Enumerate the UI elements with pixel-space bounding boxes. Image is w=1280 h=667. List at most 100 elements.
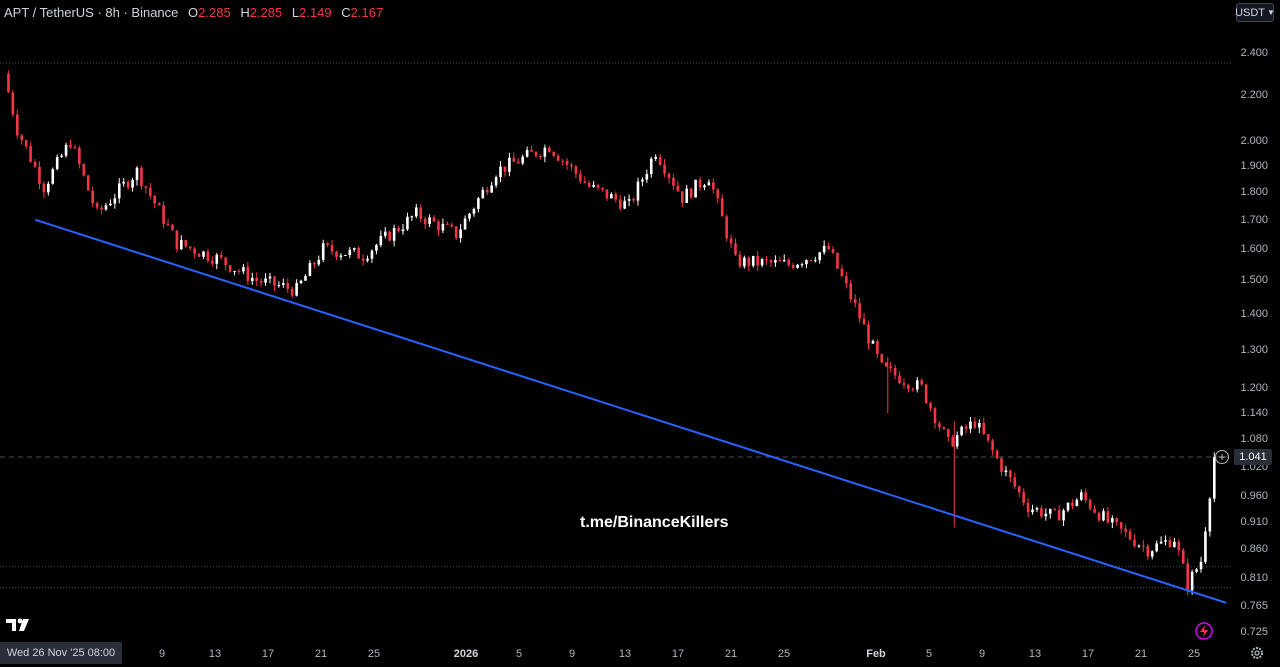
candle-body <box>197 253 201 257</box>
candle-body <box>454 226 458 238</box>
candle-body <box>344 254 347 256</box>
candle-body <box>641 179 644 182</box>
price-tick-label: 1.600 <box>1240 243 1268 256</box>
candle-body <box>317 259 321 265</box>
plus-icon[interactable]: + <box>1215 450 1229 464</box>
candle-body <box>884 362 888 367</box>
candle-body <box>277 284 281 286</box>
candle-body <box>942 427 946 430</box>
candle-body <box>463 218 467 230</box>
candle-body <box>69 144 72 148</box>
high-label: H <box>240 5 250 20</box>
candle-body <box>481 189 485 199</box>
candle-body <box>246 267 250 281</box>
candle-body <box>171 224 174 231</box>
candle-body <box>871 340 875 344</box>
candle-body <box>180 240 183 250</box>
candle-body <box>840 268 844 276</box>
gear-icon[interactable] <box>1249 645 1265 661</box>
candle-body <box>596 184 600 188</box>
candle-body <box>166 224 170 226</box>
candle-body <box>228 265 232 272</box>
candle-body <box>490 185 493 193</box>
candle-body <box>982 422 986 435</box>
candle-body <box>437 221 440 231</box>
candle-body <box>339 255 343 258</box>
symbol-title[interactable]: APT / TetherUS · 8h · Binance <box>4 5 179 20</box>
candle-body <box>964 426 968 429</box>
candle-body <box>805 259 808 265</box>
candle-body <box>219 254 223 258</box>
candle-body <box>601 187 604 190</box>
candle-body <box>423 218 427 225</box>
candle-body <box>898 375 901 384</box>
candle-body <box>534 151 538 157</box>
candle-body <box>565 160 569 165</box>
candle-body <box>95 203 99 208</box>
candle-body <box>250 277 254 281</box>
price-tick-label: 1.700 <box>1240 213 1268 226</box>
lightning-icon[interactable] <box>1194 621 1214 641</box>
open-value: 2.285 <box>198 5 231 20</box>
candle-body <box>796 264 799 268</box>
candle-body <box>1026 502 1030 513</box>
candle-body <box>1000 458 1003 473</box>
low-label: L <box>291 5 300 20</box>
candle-body <box>1071 502 1074 507</box>
candle-body <box>539 156 542 158</box>
candle-body <box>361 258 365 261</box>
candle-body <box>397 228 400 232</box>
candle-body <box>667 173 671 178</box>
candle-body <box>153 195 157 204</box>
candle-body <box>969 421 972 429</box>
candle-body <box>1080 492 1083 500</box>
candle-body <box>1204 531 1207 562</box>
candle-body <box>583 181 587 183</box>
low-value: 2.149 <box>299 5 332 20</box>
candle-body <box>42 183 46 193</box>
candle-body <box>16 114 19 136</box>
currency-select-button[interactable]: USDT ▼ <box>1235 3 1275 22</box>
time-tick-label: 25 <box>367 648 381 660</box>
candle-body <box>202 251 205 257</box>
candle-body <box>313 262 316 265</box>
candle-body <box>175 230 179 250</box>
candle-body <box>632 199 635 201</box>
candle-body <box>60 155 63 157</box>
candle-body <box>472 208 476 214</box>
candle-body <box>1044 513 1048 517</box>
candle-body <box>1088 499 1092 509</box>
candle-body <box>82 164 86 176</box>
candle-body <box>1213 457 1216 499</box>
candle-body <box>1168 540 1172 548</box>
candle-body <box>86 175 90 191</box>
tradingview-logo[interactable] <box>6 617 32 633</box>
candle-body <box>955 435 959 447</box>
candle-body <box>525 150 529 157</box>
candle-body <box>712 182 715 190</box>
time-tick-label: 17 <box>261 648 275 660</box>
candle-body <box>410 216 414 218</box>
candle-body <box>658 156 662 165</box>
candle-body <box>720 198 724 217</box>
price-tick-label: 0.960 <box>1240 490 1268 503</box>
candle-body <box>29 146 32 162</box>
candle-body <box>233 270 236 272</box>
candle-body <box>237 270 241 272</box>
candle-body <box>986 434 990 441</box>
candle-body <box>760 259 764 266</box>
candle-body <box>1173 541 1176 548</box>
candle-body <box>951 436 955 447</box>
candle-body <box>508 157 511 172</box>
candle-body <box>55 156 59 170</box>
candle-body <box>428 217 431 225</box>
candle-body <box>485 189 489 193</box>
candle-body <box>778 260 782 262</box>
candle-body <box>268 276 272 279</box>
candle-body <box>7 73 10 93</box>
candle-body <box>1102 511 1105 521</box>
candle-body <box>1097 512 1101 521</box>
candle-body <box>259 280 263 283</box>
chevron-down-icon: ▼ <box>1267 8 1275 17</box>
